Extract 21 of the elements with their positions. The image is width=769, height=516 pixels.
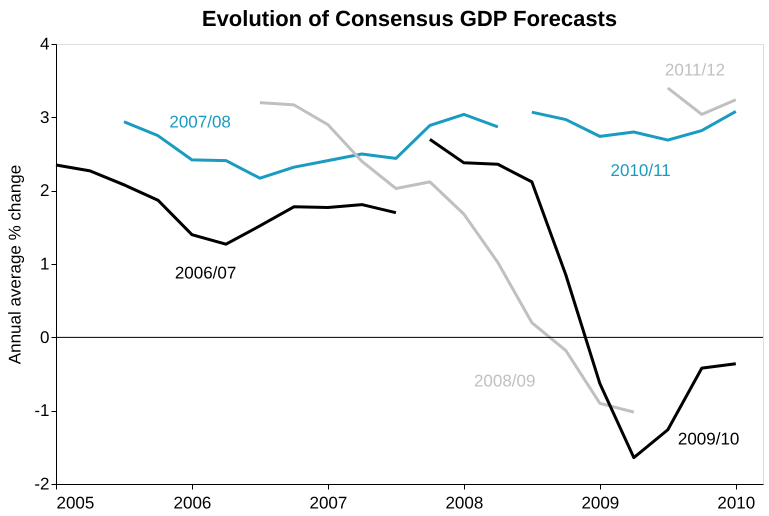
series-label: 2009/10 <box>678 429 740 448</box>
y-tick-label: 0 <box>40 328 50 347</box>
x-tick-label: 2008 <box>445 494 484 512</box>
series-label: 2006/07 <box>174 264 236 283</box>
text: 2008/09 <box>474 371 536 390</box>
y-tick-label: 3 <box>40 108 50 127</box>
series-label: 2010/11 <box>610 160 671 180</box>
y-tick-label: -1 <box>34 401 50 420</box>
y-tick-label: -2 <box>34 474 50 494</box>
y-axis-title: Annual average % change <box>5 164 24 364</box>
series-label: 2007/08 <box>169 112 231 132</box>
x-tick-label: 2006 <box>174 494 212 512</box>
x-tick-label: 2007 <box>310 494 348 512</box>
series-label: 2011/12 <box>664 60 726 80</box>
y-tick-label: 1 <box>40 254 50 274</box>
chart-title: Evolution of Consensus GDP Forecasts <box>202 6 618 31</box>
y-tick-label: 4 <box>40 34 50 54</box>
x-tick-label: 2009 <box>581 494 620 512</box>
x-tick-label: 2005 <box>56 494 94 512</box>
x-tick-label: 2010 <box>717 494 756 512</box>
y-tick-label: 2 <box>40 181 50 200</box>
